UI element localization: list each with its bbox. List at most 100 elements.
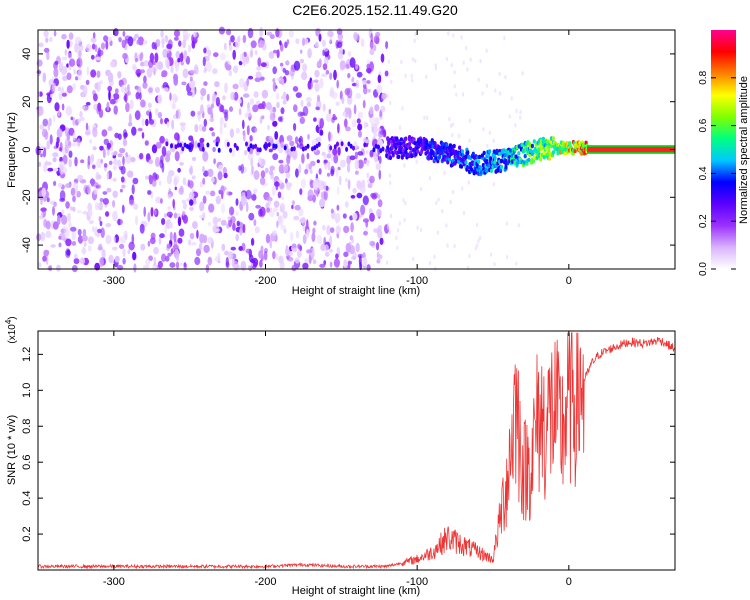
noise-blob <box>329 235 333 246</box>
noise-blob <box>77 118 82 124</box>
noise-blob <box>365 150 369 155</box>
signal-blob <box>489 156 493 161</box>
noise-blob <box>68 32 74 40</box>
noise-blob <box>68 150 73 158</box>
noise-blob <box>367 182 373 189</box>
noise-blob <box>106 171 110 181</box>
noise-blob <box>166 43 173 49</box>
noise-blob <box>294 204 301 211</box>
noise-blob <box>333 258 340 268</box>
noise-blob <box>247 75 254 80</box>
noise-blob <box>229 128 235 138</box>
noise-blob <box>269 112 276 122</box>
noise-blob <box>82 85 88 96</box>
noise-blob <box>135 215 139 226</box>
snr-x-label: Height of straight line (km) <box>292 585 420 597</box>
noise-blob <box>139 223 145 234</box>
signal-blob <box>547 145 551 150</box>
noise-blob <box>257 57 262 67</box>
noise-blob <box>160 198 163 204</box>
noise-blob <box>114 132 120 139</box>
noise-blob <box>338 175 342 186</box>
noise-blob <box>360 204 366 216</box>
noise-blob <box>254 49 258 56</box>
noise-blob <box>264 167 269 174</box>
noise-blob <box>143 206 146 217</box>
noise-blob <box>112 210 118 222</box>
noise-blob <box>121 84 124 94</box>
noise-blob <box>293 123 297 131</box>
noise-blob <box>182 202 187 210</box>
colorbar-gradient <box>711 30 736 269</box>
noise-blob <box>177 57 181 63</box>
noise-blob <box>306 101 312 107</box>
noise-blob <box>225 64 232 71</box>
noise-blob <box>271 185 276 196</box>
noise-blob <box>376 208 382 217</box>
noise-blob <box>343 144 347 148</box>
noise-blob <box>219 124 223 135</box>
noise-blob <box>109 146 114 151</box>
noise-blob <box>242 34 247 44</box>
noise-blob <box>380 105 386 113</box>
noise-blob <box>74 42 79 53</box>
noise-blob <box>319 263 326 268</box>
signal-blob <box>532 155 536 160</box>
noise-blob <box>182 214 188 224</box>
noise-blob <box>506 255 509 260</box>
noise-blob <box>173 212 178 219</box>
noise-blob <box>144 175 150 180</box>
noise-blob <box>414 31 417 37</box>
noise-blob <box>374 117 380 126</box>
noise-blob <box>266 196 273 202</box>
noise-blob <box>344 201 349 208</box>
noise-blob <box>161 70 168 78</box>
noise-blob <box>222 109 229 115</box>
noise-blob <box>56 264 61 272</box>
noise-blob <box>317 94 320 103</box>
noise-blob <box>185 55 191 65</box>
noise-blob <box>452 33 455 38</box>
signal-blob <box>317 141 321 147</box>
noise-blob <box>230 35 235 43</box>
noise-blob <box>131 184 135 195</box>
noise-blob <box>336 167 339 178</box>
signal-blob <box>283 145 287 151</box>
noise-blob <box>197 110 202 116</box>
noise-blob <box>371 193 377 200</box>
noise-blob <box>366 63 371 69</box>
noise-blob <box>63 228 70 238</box>
noise-blob <box>289 232 294 242</box>
noise-blob <box>323 159 328 164</box>
noise-blob <box>366 80 371 84</box>
noise-blob <box>54 102 60 112</box>
noise-blob <box>178 228 185 237</box>
noise-blob <box>258 103 265 110</box>
colorbar-tick-label: 0.4 <box>698 166 709 180</box>
signal-blob <box>513 160 517 165</box>
noise-blob <box>122 52 128 60</box>
noise-blob <box>117 159 122 169</box>
noise-blob <box>74 186 78 197</box>
noise-blob <box>119 243 125 249</box>
noise-blob <box>239 78 245 88</box>
noise-blob <box>411 57 415 62</box>
noise-blob <box>242 131 246 142</box>
noise-blob <box>253 170 260 180</box>
noise-blob <box>514 123 517 128</box>
noise-blob <box>94 82 99 90</box>
noise-blob <box>362 218 370 223</box>
noise-blob <box>56 128 63 138</box>
noise-blob <box>167 252 172 257</box>
noise-blob <box>336 79 340 89</box>
noise-blob <box>163 87 169 92</box>
signal-blob <box>490 160 494 165</box>
noise-blob <box>36 70 42 74</box>
colorbar-tick-label: 0.8 <box>698 70 709 84</box>
noise-blob <box>286 93 289 102</box>
noise-blob <box>67 212 71 222</box>
noise-blob <box>515 108 518 114</box>
noise-blob <box>147 102 152 109</box>
noise-blob <box>218 26 225 35</box>
